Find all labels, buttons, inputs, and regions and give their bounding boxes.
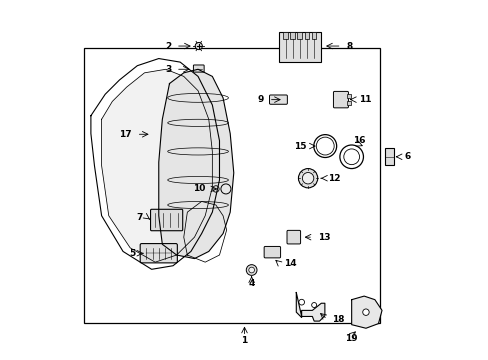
FancyBboxPatch shape	[333, 91, 348, 108]
Text: 19: 19	[345, 334, 357, 343]
Bar	[283, 32, 287, 39]
Bar	[279, 32, 320, 62]
Text: 5: 5	[129, 249, 135, 258]
FancyBboxPatch shape	[150, 209, 183, 231]
Polygon shape	[351, 296, 381, 328]
Bar	[311, 32, 316, 39]
Bar	[83, 48, 380, 323]
Circle shape	[311, 302, 316, 307]
Polygon shape	[102, 69, 212, 262]
Text: 14: 14	[283, 259, 296, 268]
FancyBboxPatch shape	[193, 65, 203, 72]
Circle shape	[246, 265, 257, 275]
Bar	[290, 32, 294, 39]
Text: 1: 1	[241, 336, 247, 345]
Text: 11: 11	[358, 95, 370, 104]
Text: 4: 4	[248, 279, 254, 288]
Bar	[304, 32, 308, 39]
Circle shape	[298, 168, 317, 188]
Bar	[297, 32, 302, 39]
Text: 10: 10	[192, 184, 205, 193]
Text: 13: 13	[317, 233, 329, 242]
FancyBboxPatch shape	[140, 244, 177, 263]
Polygon shape	[296, 293, 324, 321]
FancyBboxPatch shape	[264, 247, 280, 258]
Text: 12: 12	[328, 174, 340, 183]
Text: 3: 3	[164, 65, 171, 74]
Circle shape	[298, 299, 304, 305]
Circle shape	[221, 184, 230, 194]
Text: 16: 16	[352, 136, 365, 145]
Circle shape	[362, 309, 368, 315]
Text: 8: 8	[346, 41, 352, 50]
Text: 9: 9	[257, 95, 264, 104]
Text: 18: 18	[331, 315, 344, 324]
Text: 7: 7	[136, 213, 142, 222]
Bar	[384, 148, 393, 165]
Circle shape	[212, 186, 219, 192]
Text: 2: 2	[164, 41, 171, 50]
FancyBboxPatch shape	[269, 95, 287, 104]
Polygon shape	[159, 69, 233, 258]
Text: 17: 17	[119, 130, 132, 139]
FancyBboxPatch shape	[286, 230, 300, 244]
Text: 15: 15	[293, 141, 305, 150]
Bar	[346, 102, 350, 105]
Circle shape	[195, 42, 202, 50]
Circle shape	[248, 267, 254, 273]
Bar	[346, 94, 350, 98]
Circle shape	[302, 172, 313, 184]
Text: 6: 6	[404, 152, 410, 161]
